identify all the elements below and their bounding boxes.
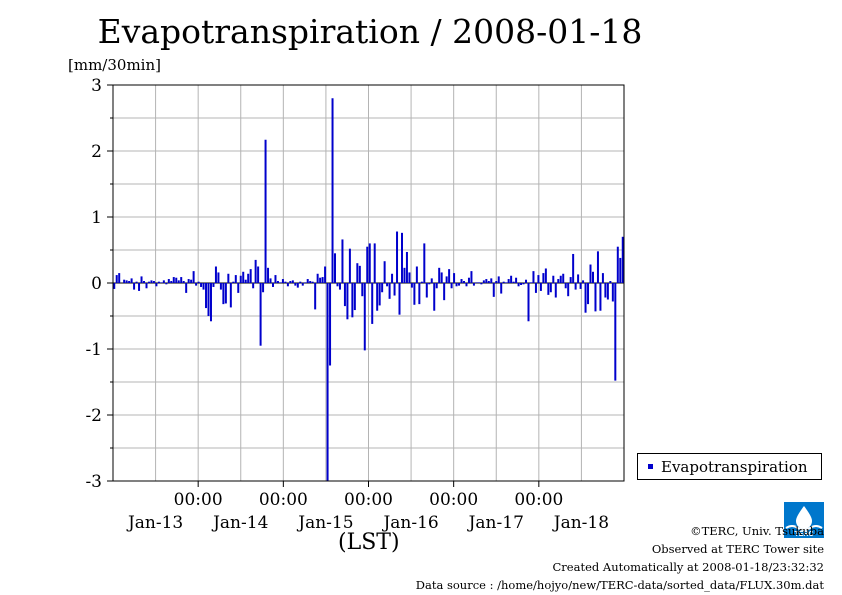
logo-wave xyxy=(785,525,823,531)
y-axis-unit: [mm/30min] xyxy=(68,56,161,74)
x-tick-label: 00:00 xyxy=(174,490,223,510)
y-tick-label: -1 xyxy=(85,340,102,360)
credits-copyright: ©TERC, Univ. Tsukuba xyxy=(690,524,824,538)
chart-title: Evapotranspiration / 2008-01-18 xyxy=(97,12,643,51)
terc-logo-icon: TERC xyxy=(784,502,824,538)
y-tick-label: -2 xyxy=(85,406,102,426)
legend-swatch xyxy=(648,464,653,469)
credits: ©TERC, Univ. Tsukuba Observed at TERC To… xyxy=(416,522,824,594)
x-tick-label: 00:00 xyxy=(514,490,563,510)
y-tick-label: 1 xyxy=(91,208,102,228)
credits-source: Data source : /home/hojyo/new/TERC-data/… xyxy=(415,578,824,592)
x-tick-label: 00:00 xyxy=(259,490,308,510)
x-axis-label: (LST) xyxy=(338,530,400,555)
y-tick-label: 3 xyxy=(91,76,102,96)
x-date-label: Jan-14 xyxy=(211,513,268,533)
credits-site: Observed at TERC Tower site xyxy=(651,542,824,556)
x-date-label: Jan-18 xyxy=(552,513,609,533)
x-date-label: Jan-17 xyxy=(467,513,524,533)
x-date-label: Jan-16 xyxy=(381,513,438,533)
logo-drop-shape xyxy=(796,506,812,529)
credits-created: Created Automatically at 2008-01-18/23:3… xyxy=(552,560,825,574)
y-tick-label: 0 xyxy=(91,274,102,294)
y-tick-label: 2 xyxy=(91,142,102,162)
x-tick-label: 00:00 xyxy=(429,490,478,510)
logo-text: TERC xyxy=(794,531,813,538)
x-date-label: Jan-13 xyxy=(126,513,183,533)
x-tick-label: 00:00 xyxy=(344,490,393,510)
x-date-label: Jan-15 xyxy=(296,513,353,533)
legend: Evapotranspiration xyxy=(637,453,822,480)
legend-label: Evapotranspiration xyxy=(661,457,808,476)
y-tick-label: -3 xyxy=(85,472,102,492)
